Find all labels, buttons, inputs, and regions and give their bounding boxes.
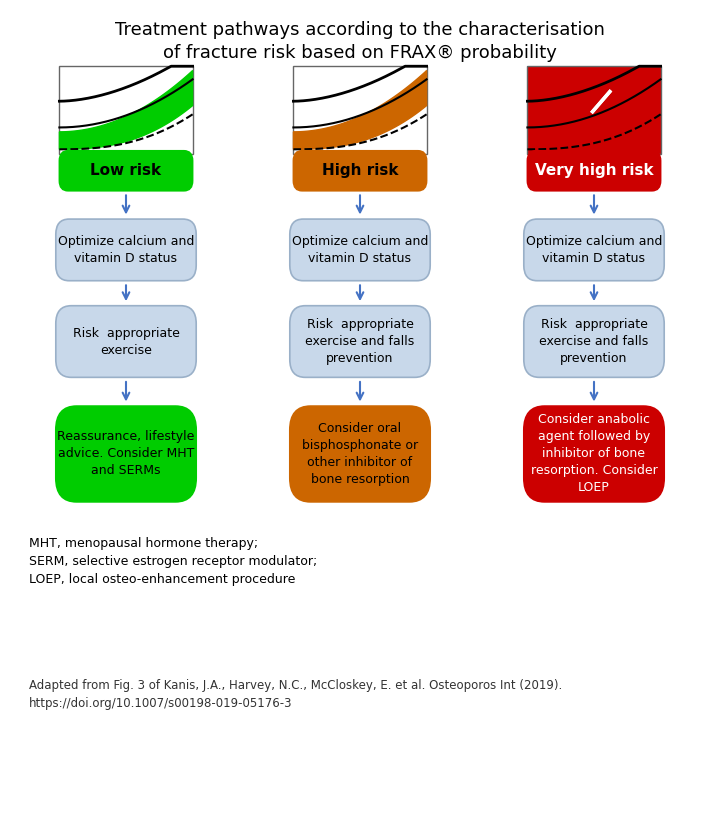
Polygon shape xyxy=(294,71,426,149)
FancyBboxPatch shape xyxy=(527,67,661,153)
FancyBboxPatch shape xyxy=(527,151,661,191)
Text: Reassurance, lifestyle
advice. Consider MHT
and SERMs: Reassurance, lifestyle advice. Consider … xyxy=(58,431,194,477)
Text: Optimize calcium and
vitamin D status: Optimize calcium and vitamin D status xyxy=(58,235,194,265)
FancyBboxPatch shape xyxy=(55,306,196,377)
FancyBboxPatch shape xyxy=(55,219,196,281)
Text: Risk  appropriate
exercise: Risk appropriate exercise xyxy=(73,327,179,357)
Text: MHT, menopausal hormone therapy;
SERM, selective estrogen receptor modulator;
LO: MHT, menopausal hormone therapy; SERM, s… xyxy=(29,537,317,586)
FancyBboxPatch shape xyxy=(55,406,196,501)
Text: Low risk: Low risk xyxy=(91,163,161,178)
Text: Consider oral
bisphosphonate or
other inhibitor of
bone resorption: Consider oral bisphosphonate or other in… xyxy=(302,422,418,486)
Text: Risk  appropriate
exercise and falls
prevention: Risk appropriate exercise and falls prev… xyxy=(305,318,415,365)
FancyBboxPatch shape xyxy=(523,406,664,501)
Text: Optimize calcium and
vitamin D status: Optimize calcium and vitamin D status xyxy=(526,235,662,265)
Text: Risk  appropriate
exercise and falls
prevention: Risk appropriate exercise and falls prev… xyxy=(539,318,649,365)
FancyBboxPatch shape xyxy=(523,306,664,377)
Text: High risk: High risk xyxy=(322,163,398,178)
FancyBboxPatch shape xyxy=(59,67,192,153)
FancyBboxPatch shape xyxy=(289,219,430,281)
FancyBboxPatch shape xyxy=(294,67,426,153)
FancyBboxPatch shape xyxy=(523,219,664,281)
FancyBboxPatch shape xyxy=(294,151,426,191)
FancyBboxPatch shape xyxy=(289,406,430,501)
Text: Treatment pathways according to the characterisation
of fracture risk based on F: Treatment pathways according to the char… xyxy=(115,21,605,62)
FancyBboxPatch shape xyxy=(289,306,430,377)
Text: Optimize calcium and
vitamin D status: Optimize calcium and vitamin D status xyxy=(292,235,428,265)
Text: Adapted from Fig. 3 of Kanis, J.A., Harvey, N.C., McCloskey, E. et al. Osteoporo: Adapted from Fig. 3 of Kanis, J.A., Harv… xyxy=(29,679,562,710)
Text: Consider anabolic
agent followed by
inhibitor of bone
resorption. Consider
LOEP: Consider anabolic agent followed by inhi… xyxy=(531,413,657,495)
Polygon shape xyxy=(59,71,192,149)
FancyBboxPatch shape xyxy=(59,151,192,191)
Text: Very high risk: Very high risk xyxy=(535,163,653,178)
